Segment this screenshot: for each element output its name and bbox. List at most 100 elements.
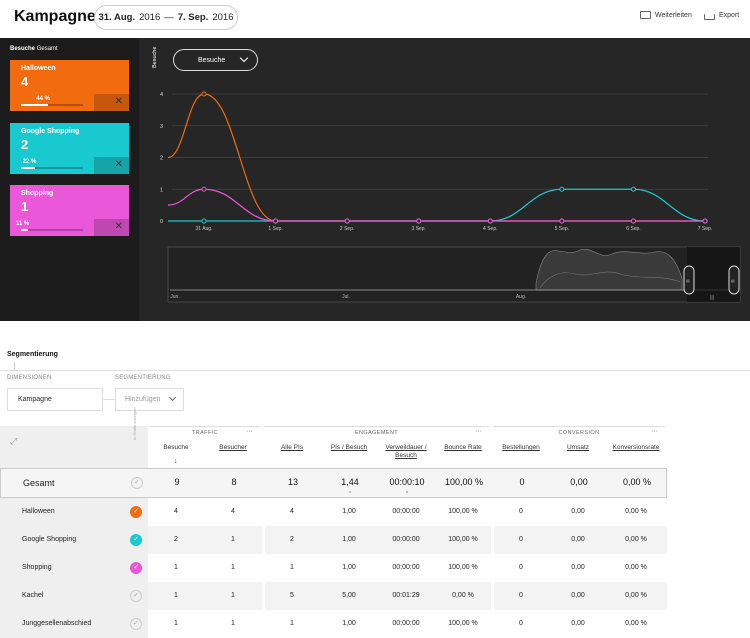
table-cell: 00:00:00 — [392, 508, 420, 515]
data-point — [273, 218, 279, 224]
data-point — [201, 186, 207, 192]
data-point — [487, 218, 493, 224]
data-point — [702, 218, 708, 224]
date-to: 7. Sep. — [177, 12, 209, 23]
segment-share-fill — [21, 167, 35, 169]
handle-grip-icon: ||| — [731, 279, 736, 282]
date-from-year: 2016 — [139, 12, 161, 23]
more-icon[interactable]: ··· — [475, 428, 482, 435]
y-tick-label: 0 — [160, 219, 163, 225]
segment-card[interactable]: Shopping 1 11 % ✕ — [10, 185, 129, 236]
column-group-label: TRAFFIC — [191, 430, 219, 436]
navigator-label: Jul. — [342, 294, 350, 300]
page-title: Kampagne — [14, 8, 96, 25]
column-header[interactable]: PIs / Besuch — [330, 444, 368, 451]
column-header[interactable]: Konversionsrate — [612, 444, 660, 451]
more-icon[interactable]: ··· — [246, 428, 253, 435]
close-icon[interactable]: ✕ — [114, 159, 123, 170]
segment-share-percent: 11 % — [15, 221, 30, 227]
export-button[interactable]: Export — [704, 11, 739, 20]
chart-toggle[interactable]: ✓ — [130, 506, 142, 518]
row-label: Junggesellenabschied — [22, 620, 92, 627]
date-range-picker[interactable]: 31. Aug. 2016 — 7. Sep. 2016 — [94, 5, 238, 30]
date-to-year: 2016 — [212, 12, 234, 23]
column-header[interactable]: Alle PIs — [280, 444, 304, 451]
table-cell: 00:00:00 — [392, 564, 420, 571]
row-stripe — [265, 526, 491, 554]
segment-share-bar — [21, 229, 83, 231]
x-tick-label: 5 Sep. — [555, 226, 569, 232]
series-line-google-shopping — [168, 188, 706, 222]
average-mark: ø — [405, 489, 409, 494]
column-header[interactable]: Besucher — [219, 444, 247, 451]
data-point — [416, 218, 422, 224]
navigator-series-line — [539, 271, 681, 289]
table-cell: 0 — [519, 620, 523, 627]
x-tick-label: 3 Sep. — [411, 226, 425, 232]
table-cell: 2 — [174, 536, 178, 543]
y-tick-label: 2 — [160, 156, 163, 162]
row-stripe — [265, 582, 491, 610]
chart-toggle[interactable]: ✓ — [130, 618, 142, 630]
scrollbar-grip-icon: ||| — [710, 295, 714, 301]
chart-toggle[interactable]: ✓ — [131, 477, 143, 489]
panel-heading-scope: Gesamt — [36, 46, 58, 52]
data-point — [344, 218, 350, 224]
table-cell: 1 — [290, 564, 294, 571]
total-cell: 0 — [519, 477, 525, 487]
table-cell: 2 — [290, 536, 294, 543]
more-icon[interactable]: ··· — [651, 428, 658, 435]
top-bar: Kampagne 31. Aug. 2016 — 7. Sep. 2016 We… — [0, 0, 750, 38]
dimension-select[interactable]: Kampagne — [7, 388, 103, 411]
column-header[interactable]: Umsatz — [566, 444, 590, 451]
metric-dropdown[interactable]: Besuche — [173, 49, 258, 71]
table-cell: 1 — [174, 564, 178, 571]
column-header[interactable]: Bestellungen — [502, 444, 540, 451]
y-tick-label: 4 — [160, 92, 163, 98]
y-tick-label: 1 — [160, 187, 163, 193]
expand-icon[interactable]: ⤢ — [10, 436, 18, 446]
table-cell: 0 — [519, 592, 523, 599]
close-icon[interactable]: ✕ — [114, 96, 123, 107]
table-cell: 0 — [519, 564, 523, 571]
chart-toggle[interactable]: ✓ — [130, 562, 142, 574]
row-label: Halloween — [22, 508, 55, 515]
group-divider — [493, 426, 665, 427]
segment-share-bar — [21, 104, 83, 106]
handle-grip-icon: ||| — [686, 279, 691, 282]
segment-add-placeholder: Hinzufügen — [125, 396, 161, 403]
row-label: Google Shopping — [22, 536, 77, 543]
chart-section: Besuche Gesamt Halloween 4 44 % ✕ Google Sho… — [0, 38, 750, 321]
total-row: Gesamt ✓ 9 8 13 1,44 ø 00:00:10 ø 100,00 % 0 0,00 0,… — [0, 468, 667, 498]
segment-card-name: Halloween — [21, 65, 56, 72]
date-from: 31. Aug. — [98, 12, 136, 23]
line-chart: 0 1 2 3 4 31 Aug. 1 Sep. 2 Sep. 3 Sep. 4 Sep. 5 Se… — [160, 91, 741, 303]
total-cell: 13 — [287, 477, 298, 487]
total-row-label: Gesamt — [23, 478, 55, 488]
segmentation-title: Segmentierung — [7, 351, 58, 358]
close-icon[interactable]: ✕ — [114, 221, 123, 232]
range-handle[interactable] — [683, 265, 695, 295]
column-header[interactable]: Verweildauer / Besuch — [385, 444, 427, 459]
dimension-column — [0, 426, 148, 638]
segment-card[interactable]: Halloween 4 44 % ✕ — [10, 60, 129, 111]
x-tick-label: 7 Sep. — [698, 226, 712, 232]
card-action-area — [94, 219, 129, 236]
forward-button[interactable]: Weiterleiten — [640, 11, 692, 19]
x-tick-label: 2 Sep. — [340, 226, 354, 232]
table-cell: 4 — [290, 508, 294, 515]
segment-card[interactable]: Google Shopping 2 22 % ✕ — [10, 123, 129, 174]
column-header[interactable]: Besuche — [163, 444, 189, 451]
table-cell: 5 — [290, 592, 294, 599]
range-handle[interactable] — [728, 265, 740, 295]
table-cell: 1 — [174, 592, 178, 599]
table-cell: 00:00:00 — [392, 536, 420, 543]
segment-add-select[interactable]: Hinzufügen — [115, 388, 184, 411]
chart-toggle[interactable]: ✓ — [130, 590, 142, 602]
chart-toggle[interactable]: ✓ — [130, 534, 142, 546]
x-tick-label: 6 Sep. — [626, 226, 640, 232]
column-header[interactable]: Bounce Rate — [444, 444, 482, 451]
group-divider — [264, 426, 489, 427]
table-cell: 0,00 % — [625, 536, 647, 543]
table-cell: 0 — [519, 508, 523, 515]
